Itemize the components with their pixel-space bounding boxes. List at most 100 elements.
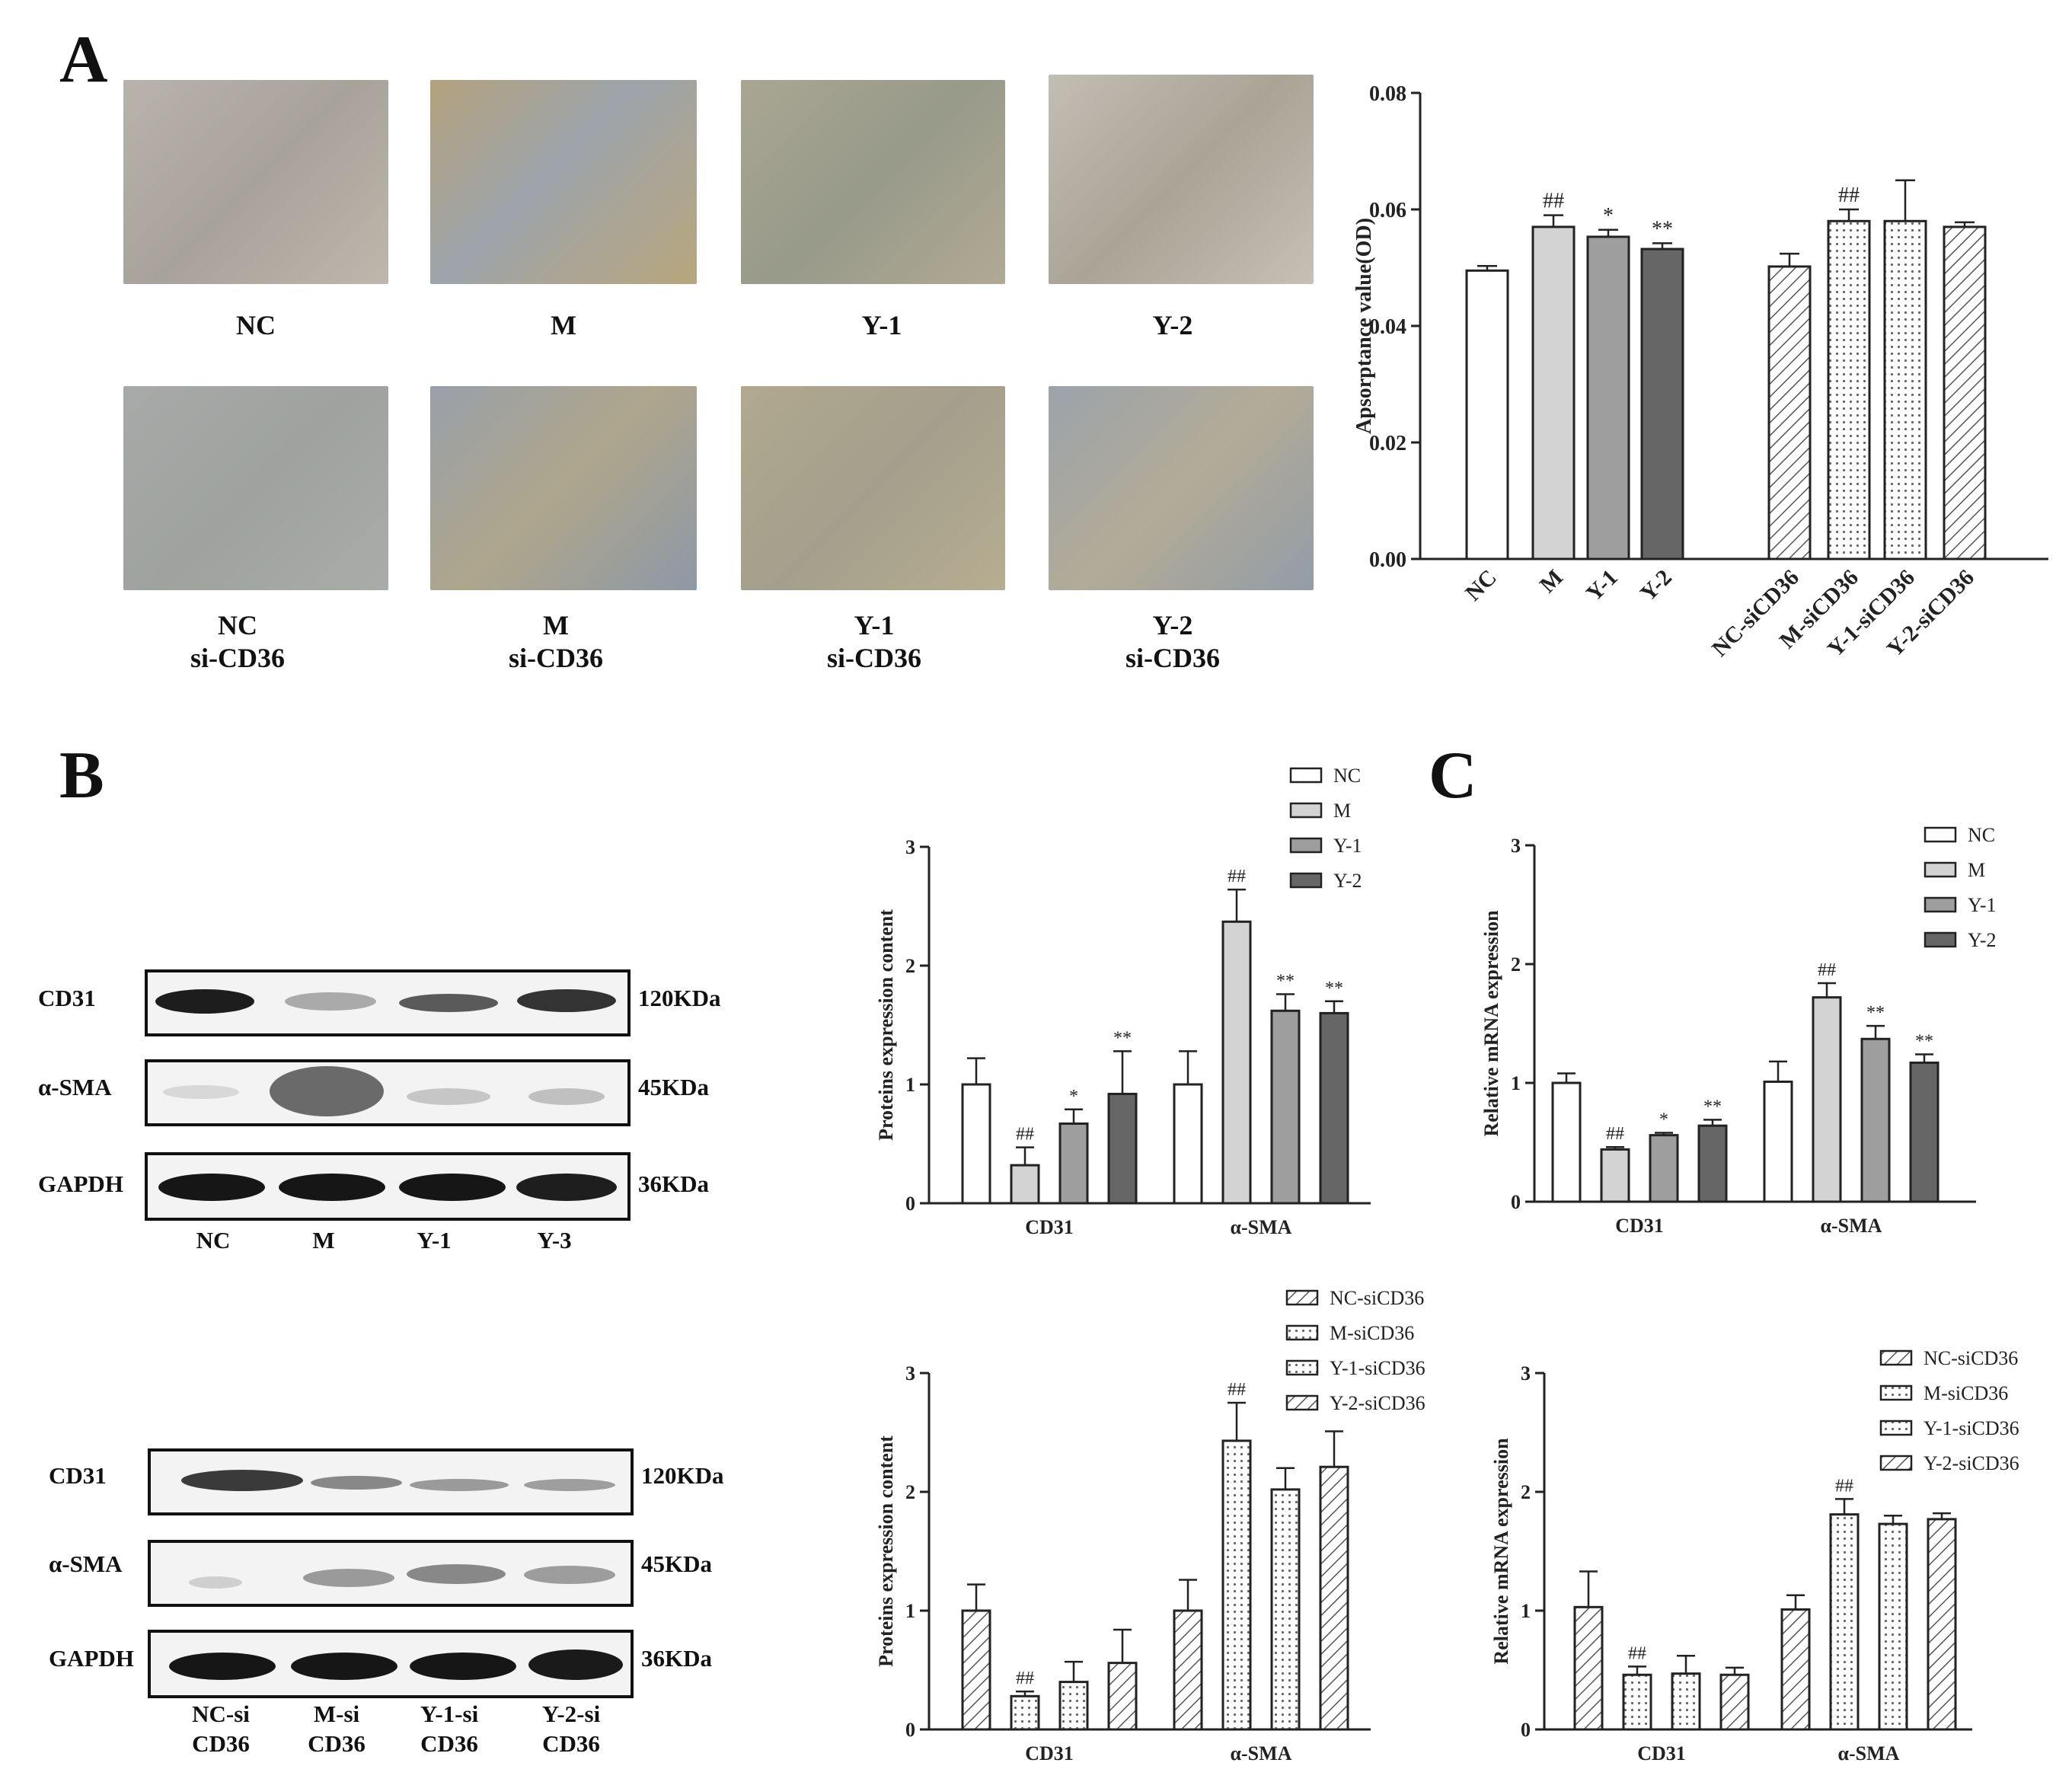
x-tick-label: M xyxy=(1535,565,1568,598)
blot-strip-gapdh xyxy=(148,1630,634,1698)
legend-swatch xyxy=(1924,931,1957,948)
legend-entry: NC-siCD36 xyxy=(1924,1347,2018,1369)
x-tick-label: Y-2 xyxy=(1636,565,1677,606)
bar xyxy=(1465,269,1509,560)
blot-strip-cd31 xyxy=(145,969,631,1036)
micrograph-caption: M xyxy=(551,310,576,340)
y-tick-label: 0.08 xyxy=(1369,82,1406,106)
blot-row-label: GAPDH xyxy=(49,1645,134,1672)
micrograph-caption: Y-2 xyxy=(1152,310,1193,340)
y-tick-label: 3 xyxy=(1511,835,1521,857)
kda-label: 36KDa xyxy=(638,1170,709,1197)
legend-swatch xyxy=(1924,826,1957,843)
bar xyxy=(1586,235,1630,560)
y-tick-label: 1 xyxy=(905,1600,915,1622)
chart-b-protein-bottom: 0 1 2 3 Proteins expression content ## CD31 ## α… xyxy=(875,1287,1425,1764)
bar xyxy=(1878,1522,1908,1731)
bar xyxy=(1697,1124,1728,1203)
bar xyxy=(1943,225,1987,560)
kda-label: 120KDa xyxy=(641,1462,724,1489)
y-tick-label: 0.00 xyxy=(1369,548,1406,572)
bar xyxy=(1860,1037,1891,1203)
micrograph-caption: NC xyxy=(236,310,276,340)
lane-label: M xyxy=(312,1227,335,1253)
lane-label: NC xyxy=(196,1227,231,1253)
x-tick-label: CD31 xyxy=(1025,1742,1074,1764)
significance-mark: ## xyxy=(1606,1124,1624,1144)
chart-a-absorbance: 0.00 0.02 0.04 0.06 0.08 Apsorptance value(OD… xyxy=(1352,82,2048,662)
legend-entry: Y-2-siCD36 xyxy=(1330,1392,1425,1414)
bar xyxy=(1319,1011,1349,1205)
blot-row-label: α-SMA xyxy=(49,1550,123,1577)
legend-swatch xyxy=(1289,802,1323,819)
legend-swatch xyxy=(1879,1384,1913,1401)
bar xyxy=(1829,1513,1860,1731)
legend-entry: Y-1 xyxy=(1968,894,1997,916)
legend-entry: Y-2-siCD36 xyxy=(1924,1452,2019,1474)
y-tick-label: 2 xyxy=(1521,1481,1531,1503)
bar xyxy=(1173,1083,1203,1205)
bar xyxy=(1909,1061,1940,1203)
bar xyxy=(1270,1009,1301,1205)
micrograph-y2 xyxy=(1049,75,1314,284)
bar xyxy=(1107,1092,1138,1205)
bar xyxy=(1010,1164,1040,1205)
significance-mark: ** xyxy=(1276,971,1295,991)
bar xyxy=(1767,265,1812,560)
y-tick-label: 1 xyxy=(1521,1600,1531,1622)
blot-row-label: CD31 xyxy=(49,1462,107,1489)
bar xyxy=(1221,920,1252,1205)
micrograph-y1 xyxy=(741,80,1005,284)
legend-swatch xyxy=(1924,861,1957,878)
bar xyxy=(1622,1673,1652,1731)
bar xyxy=(1319,1465,1349,1731)
significance-mark: ## xyxy=(1016,1669,1034,1688)
lane-label: Y-1 xyxy=(417,1227,452,1253)
blot-strip-asma xyxy=(148,1540,634,1607)
micrograph-caption: Y-1 si-CD36 xyxy=(827,610,921,674)
significance-mark: * xyxy=(1069,1087,1078,1107)
x-tick-label: α-SMA xyxy=(1231,1742,1292,1764)
legend-swatch xyxy=(1285,1359,1319,1376)
bar xyxy=(961,1609,991,1731)
legend-swatch xyxy=(1879,1455,1913,1471)
bar xyxy=(1780,1608,1811,1731)
y-axis-title: Relative mRNA expression xyxy=(1480,910,1502,1137)
y-tick-label: 0.04 xyxy=(1369,315,1406,339)
y-tick-label: 0.06 xyxy=(1369,199,1406,222)
significance-mark: ** xyxy=(1866,1003,1885,1023)
significance-mark: ## xyxy=(1838,184,1860,207)
y-tick-label: 1 xyxy=(1511,1072,1521,1094)
legend-swatch xyxy=(1289,767,1323,784)
blot-strip-gapdh xyxy=(145,1152,631,1221)
x-tick-label: CD31 xyxy=(1615,1215,1664,1237)
blot-strip-asma xyxy=(145,1059,631,1126)
significance-mark: ## xyxy=(1628,1643,1646,1663)
micrograph-nc-sicd36 xyxy=(123,386,388,590)
legend-entry: NC-siCD36 xyxy=(1330,1287,1424,1309)
bar xyxy=(1221,1439,1252,1731)
significance-mark: ## xyxy=(1228,1380,1246,1400)
bar xyxy=(1763,1080,1793,1203)
legend-entry: M-siCD36 xyxy=(1330,1322,1414,1344)
significance-mark: ** xyxy=(1325,979,1343,998)
legend-swatch xyxy=(1289,837,1323,854)
significance-mark: ** xyxy=(1652,217,1673,241)
legend-entry: Y-1-siCD36 xyxy=(1924,1417,2019,1439)
panel-label-a: A xyxy=(59,23,108,97)
legend-swatch xyxy=(1879,1349,1913,1366)
y-tick-label: 3 xyxy=(905,836,915,858)
kda-label: 45KDa xyxy=(638,1074,709,1100)
legend-swatch xyxy=(1285,1394,1319,1411)
micrograph-caption: Y-1 xyxy=(861,310,902,340)
bar xyxy=(1812,996,1842,1203)
micrograph-m xyxy=(430,80,697,284)
y-tick-label: 0.02 xyxy=(1369,432,1406,455)
y-tick-label: 0 xyxy=(1521,1719,1531,1741)
y-tick-label: 0 xyxy=(1511,1191,1521,1213)
x-tick-label: NC xyxy=(1461,565,1502,606)
legend-entry: Y-1 xyxy=(1333,835,1362,857)
